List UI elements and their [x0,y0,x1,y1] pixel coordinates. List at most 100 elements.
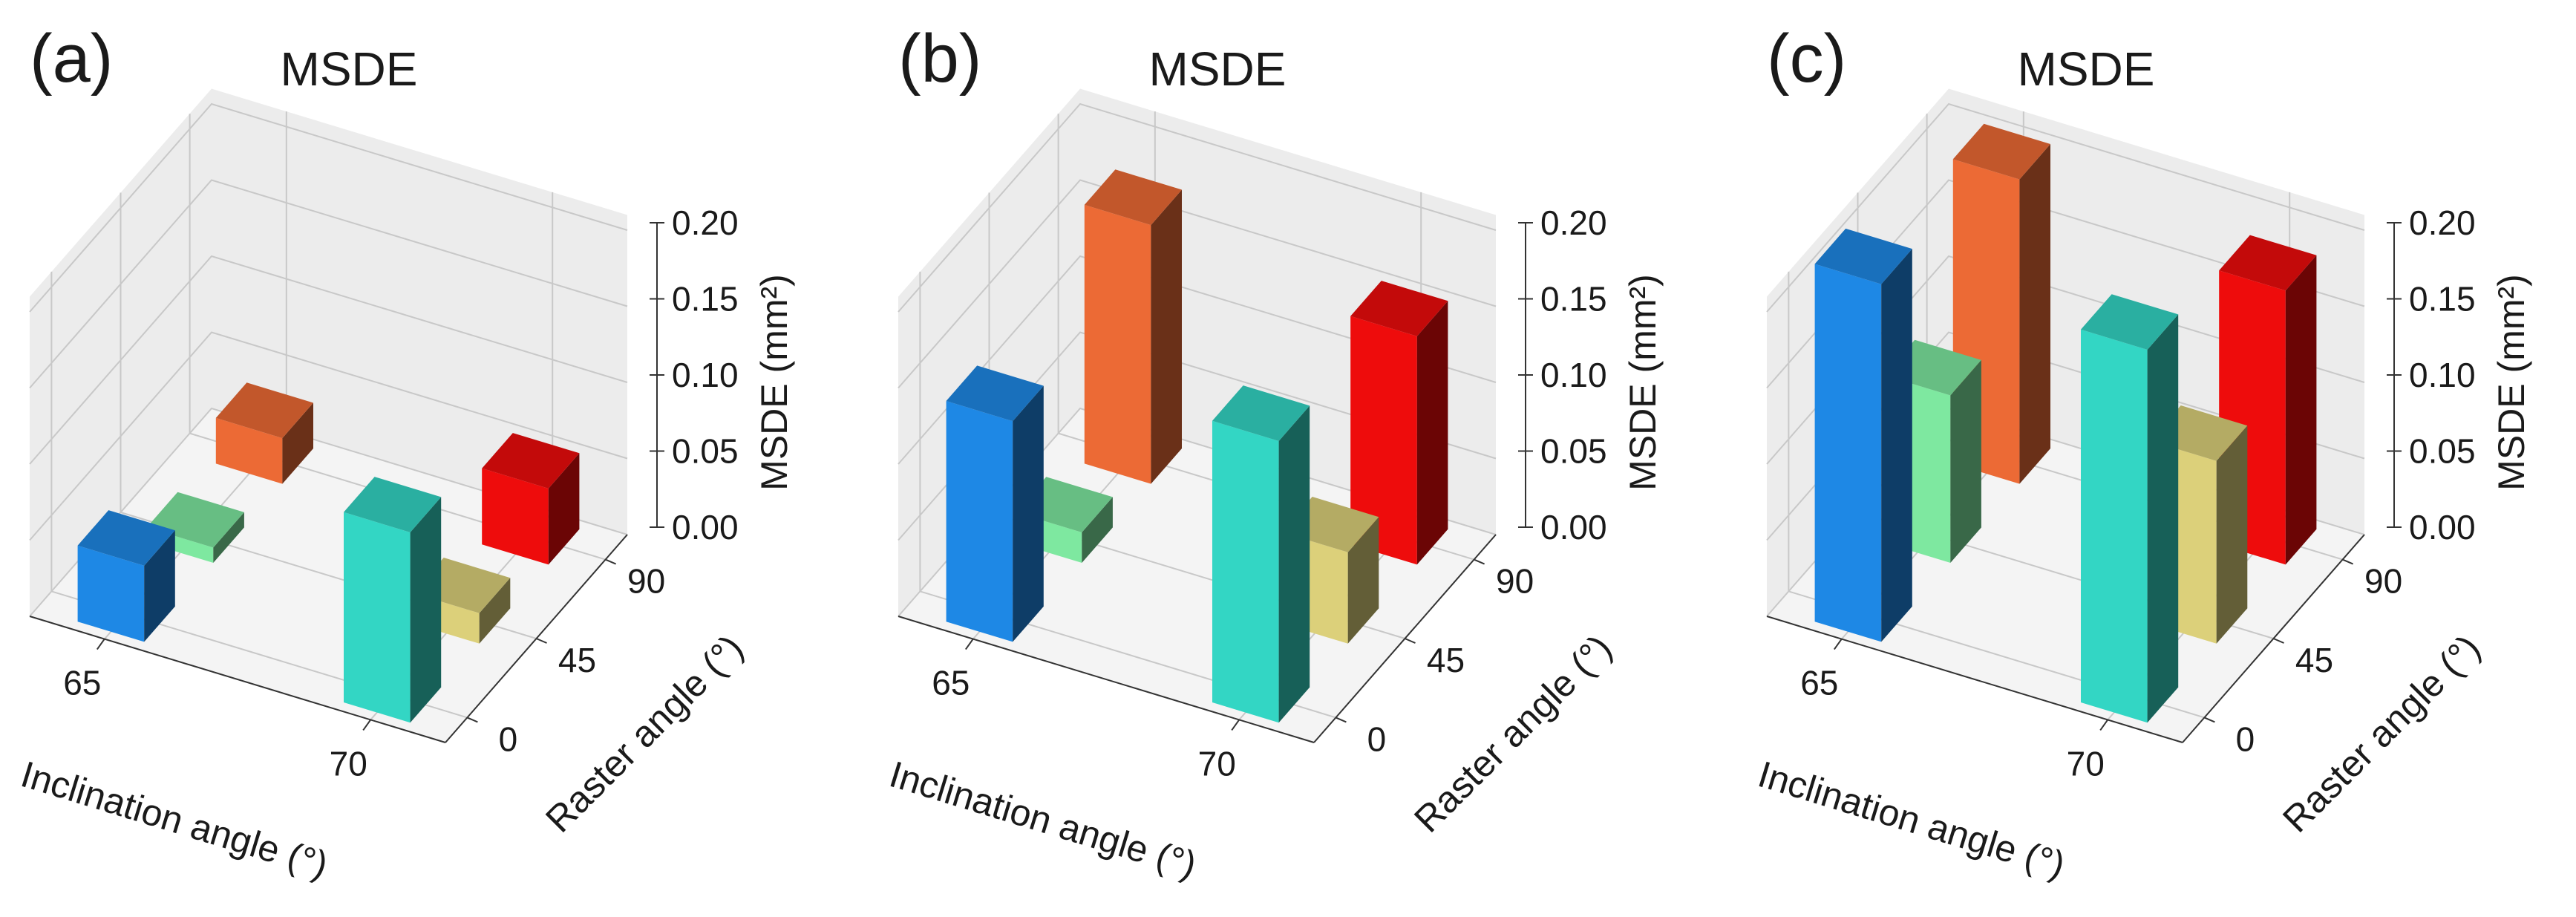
bar-side-face [1950,359,1981,563]
grid-line-z [1766,102,2365,313]
z-tick-label: 0.15 [672,280,739,319]
bar-side-face [1416,301,1448,565]
bar-top-face [77,510,175,566]
z-tick-label: 0.05 [2409,432,2476,471]
y-tick-mark [2273,638,2284,644]
bar-top-face [1350,281,1448,336]
bar-65-90 [1084,169,1182,484]
y-tick-label: 0 [1367,719,1387,758]
y-tick-label: 0 [2236,719,2255,758]
x-tick-mark [362,719,372,731]
x-tick-mark [964,639,974,650]
bar-side-face [2147,314,2179,723]
inclination-axis-line [1766,616,2183,743]
z-tick-label: 0.00 [2409,508,2476,546]
grid-line-y [919,271,1336,719]
bar-65-0 [77,510,175,642]
z-tick-label: 0.00 [672,508,739,546]
y-tick-mark [2204,717,2215,723]
bar-top-face [344,477,442,532]
bar-side-face [2019,144,2050,484]
bar-side-face [213,512,244,563]
inclination-axis-line [898,616,1315,743]
bar-65-90 [215,382,313,484]
x-tick-label: 70 [330,744,367,783]
panel-title: MSDE [2018,42,2155,96]
grid-line-y [1788,271,2205,719]
z-tick-label: 0.20 [2409,203,2476,242]
z-axis-label: MSDE (mm²) [1622,274,1664,491]
z-tick-label: 0.05 [1540,432,1607,471]
y-tick-mark [605,558,616,565]
y-tick-mark [1405,638,1416,644]
bar-top-face [1952,123,2050,180]
bar-front-face [1084,204,1151,484]
bar-front-face [77,545,145,642]
panel-title: MSDE [1149,42,1287,96]
x-tick-mark [1833,639,1843,650]
y-tick-label: 90 [627,562,665,601]
grid-line-z [898,179,1497,389]
x-tick-label: 65 [932,664,970,702]
z-tick-label: 0.15 [1540,280,1607,319]
z-axis-label: MSDE (mm²) [2491,274,2532,491]
bar-65-0 [946,365,1044,642]
pane-back [212,88,627,535]
bar-front-face [1350,316,1417,565]
y-tick-label: 45 [558,641,596,679]
grid-line-z [29,102,628,313]
bar-top-face [482,433,580,489]
z-tick-label: 0.10 [1540,356,1607,394]
bar-70-90 [482,433,580,565]
y-tick-mark [2342,558,2353,565]
bar-side-face [1278,405,1310,723]
y-tick-mark [467,717,478,723]
bar-70-90 [1350,281,1448,565]
x-tick-label: 65 [1800,664,1838,702]
x-tick-label: 65 [63,664,101,702]
inclination-axis-label: Inclination angle (°) [1753,753,2070,886]
z-tick-label: 0.05 [672,432,739,471]
inclination-axis-label: Inclination angle (°) [885,753,1201,886]
bar-front-face [946,401,1013,642]
x-tick-mark [2099,719,2109,731]
x-tick-label: 70 [1198,744,1236,783]
bar-side-face [2285,255,2317,565]
grid-line-z [29,179,628,389]
x-tick-label: 70 [2067,744,2105,783]
bar-side-face [1881,249,1912,642]
bar-side-face [144,530,175,642]
y-tick-mark [1474,558,1485,565]
bar-front-face [1814,264,1882,642]
z-tick-label: 0.10 [672,356,739,394]
bar-front-face [215,417,283,484]
inclination-axis-line [29,616,446,743]
bar-side-face [1151,189,1182,484]
bar-70-0 [1212,385,1310,723]
bar-side-face [282,402,313,484]
bar-top-face [1814,228,1912,284]
bar-side-face [1013,385,1044,642]
panel-title: MSDE [281,42,418,96]
bar-front-face [344,512,411,723]
bar-65-0 [1814,228,1912,642]
bar-front-face [1212,420,1279,723]
bar-side-face [2216,425,2248,644]
x-tick-mark [1231,719,1240,731]
grid-line-y [50,271,468,719]
grid-line-z [898,102,1497,313]
bar-side-face [410,497,442,723]
panel-label: (c) [1767,21,1846,97]
grid-line-y [189,114,606,561]
bar-top-face [215,382,313,439]
z-tick-label: 0.15 [2409,280,2476,319]
bar-70-0 [2081,294,2179,723]
y-tick-label: 45 [2295,641,2333,679]
z-tick-label: 0.20 [1540,203,1607,242]
z-tick-label: 0.00 [1540,508,1607,546]
